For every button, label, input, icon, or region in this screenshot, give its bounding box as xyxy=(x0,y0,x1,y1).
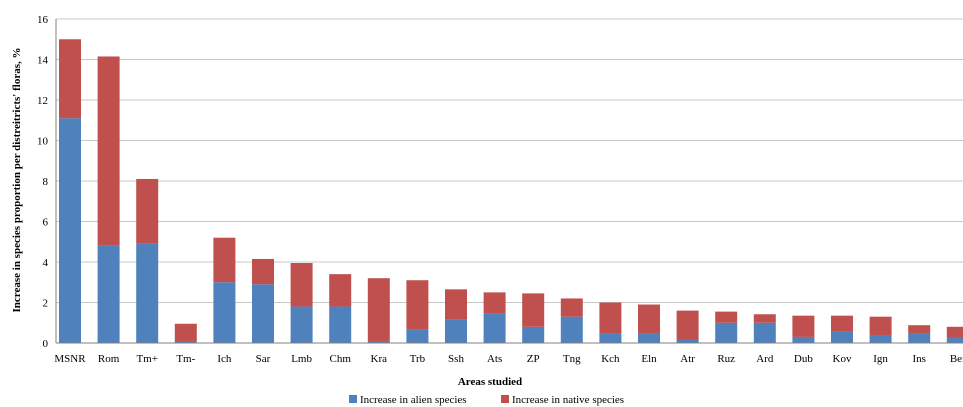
x-tick-label: Ssh xyxy=(448,353,464,365)
bar-ruz-alien xyxy=(715,322,738,343)
bar-kov-alien xyxy=(831,331,853,343)
x-tick-label: Atr xyxy=(680,353,695,365)
x-tick-label: Ign xyxy=(873,353,888,365)
bar-tm-alien xyxy=(174,340,197,343)
bar-atr-native xyxy=(676,310,699,340)
bar-ber-native xyxy=(946,326,963,338)
bar-tm-alien xyxy=(136,243,159,343)
bar-atr-alien xyxy=(676,339,699,343)
bar-ssh-native xyxy=(445,289,467,320)
axes xyxy=(55,19,963,344)
bar-ats-alien xyxy=(483,313,506,343)
bar-ard-native xyxy=(753,314,776,323)
bar-msnr-alien xyxy=(59,118,81,343)
bar-ich-alien xyxy=(213,282,236,343)
bar-kov-native xyxy=(831,315,853,332)
y-tick-label: 0 xyxy=(43,338,49,350)
bar-dub-native xyxy=(792,315,815,337)
y-tick-label: 10 xyxy=(37,136,49,148)
bar-ins-native xyxy=(908,325,931,334)
x-tick-label: Kch xyxy=(601,353,620,365)
y-tick-label: 8 xyxy=(43,176,49,188)
x-tick-labels: MSNR Rom Tm+ Tm- Ich Sar Lmb Chm Kra Trb Ssh Ats ZP T… xyxy=(54,353,963,365)
y-tick-labels: 0 2 4 6 8 10 12 14 16 xyxy=(37,14,49,350)
bar-zp-alien xyxy=(522,326,545,343)
bar-kch-alien xyxy=(599,333,622,343)
bar-trb-alien xyxy=(406,329,429,343)
bar-rom-alien xyxy=(97,245,120,343)
bar-msnr-native xyxy=(59,39,81,119)
bar-eln-native xyxy=(638,304,660,334)
bar-ber-alien xyxy=(946,337,963,343)
bar-ats-native xyxy=(483,292,506,314)
x-axis-title: Areas studied xyxy=(458,376,522,388)
bar-ich-native xyxy=(213,237,236,283)
bar-sar-native xyxy=(252,258,274,285)
bar-tng-alien xyxy=(560,316,583,343)
x-tick-label: Trb xyxy=(410,353,426,365)
x-tick-label: Tm- xyxy=(176,353,195,365)
x-tick-label: Eln xyxy=(641,353,657,365)
y-tick-label: 4 xyxy=(43,257,49,269)
bar-dub-alien xyxy=(792,336,815,343)
legend: Increase in alien species Increase in na… xyxy=(349,394,624,406)
legend-label-native: Increase in native species xyxy=(512,394,624,406)
bar-eln-alien xyxy=(638,333,660,343)
legend-swatch-native xyxy=(501,395,509,403)
bar-kch-native xyxy=(599,302,622,334)
x-tick-label: Ber xyxy=(950,353,963,365)
x-tick-label: Ich xyxy=(217,353,232,365)
legend-label-alien: Increase in alien species xyxy=(360,394,467,406)
bar-ign-native xyxy=(869,316,892,336)
bar-lmb-native xyxy=(290,263,313,307)
bar-trb-native xyxy=(406,280,429,330)
bar-tm-native xyxy=(136,178,159,244)
y-tick-label: 16 xyxy=(37,14,49,26)
x-tick-label: Tm+ xyxy=(136,353,157,365)
y-axis-title: Increase in species proportion per distr… xyxy=(11,48,23,313)
bars xyxy=(59,39,963,343)
x-tick-label: Ard xyxy=(756,353,774,365)
bar-sar-alien xyxy=(252,284,274,343)
x-tick-label: Tng xyxy=(563,353,581,365)
legend-swatch-alien xyxy=(349,395,357,403)
x-tick-label: Ruz xyxy=(717,353,735,365)
bar-tng-native xyxy=(560,298,583,317)
y-tick-label: 14 xyxy=(37,55,49,67)
x-tick-label: Dub xyxy=(794,353,813,365)
x-tick-label: Rom xyxy=(98,353,120,365)
bar-ruz-native xyxy=(715,311,738,323)
x-tick-label: Chm xyxy=(329,353,351,365)
bar-ins-alien xyxy=(908,333,931,343)
y-tick-label: 2 xyxy=(43,298,49,310)
bar-lmb-alien xyxy=(290,306,313,343)
y-tick-label: 12 xyxy=(37,95,48,107)
x-tick-label: ZP xyxy=(527,353,540,365)
x-tick-label: Ats xyxy=(487,353,502,365)
x-tick-label: Sar xyxy=(256,353,271,365)
bar-ssh-alien xyxy=(445,319,467,343)
bar-kra-native xyxy=(367,278,390,341)
x-tick-label: Kov xyxy=(833,353,852,365)
x-tick-label: MSNR xyxy=(54,353,86,365)
bar-zp-native xyxy=(522,293,545,327)
x-tick-label: Lmb xyxy=(291,353,312,365)
bar-ign-alien xyxy=(869,335,892,343)
bar-kra-alien xyxy=(367,340,390,343)
bar-tm-native xyxy=(174,323,197,341)
bar-chm-native xyxy=(329,274,352,307)
bar-chm-alien xyxy=(329,306,352,343)
y-tick-label: 6 xyxy=(43,217,49,229)
gridlines xyxy=(56,18,963,303)
x-tick-label: Ins xyxy=(912,353,925,365)
bar-rom-native xyxy=(97,56,120,246)
x-tick-label: Kra xyxy=(371,353,388,365)
bar-ard-alien xyxy=(753,322,776,343)
